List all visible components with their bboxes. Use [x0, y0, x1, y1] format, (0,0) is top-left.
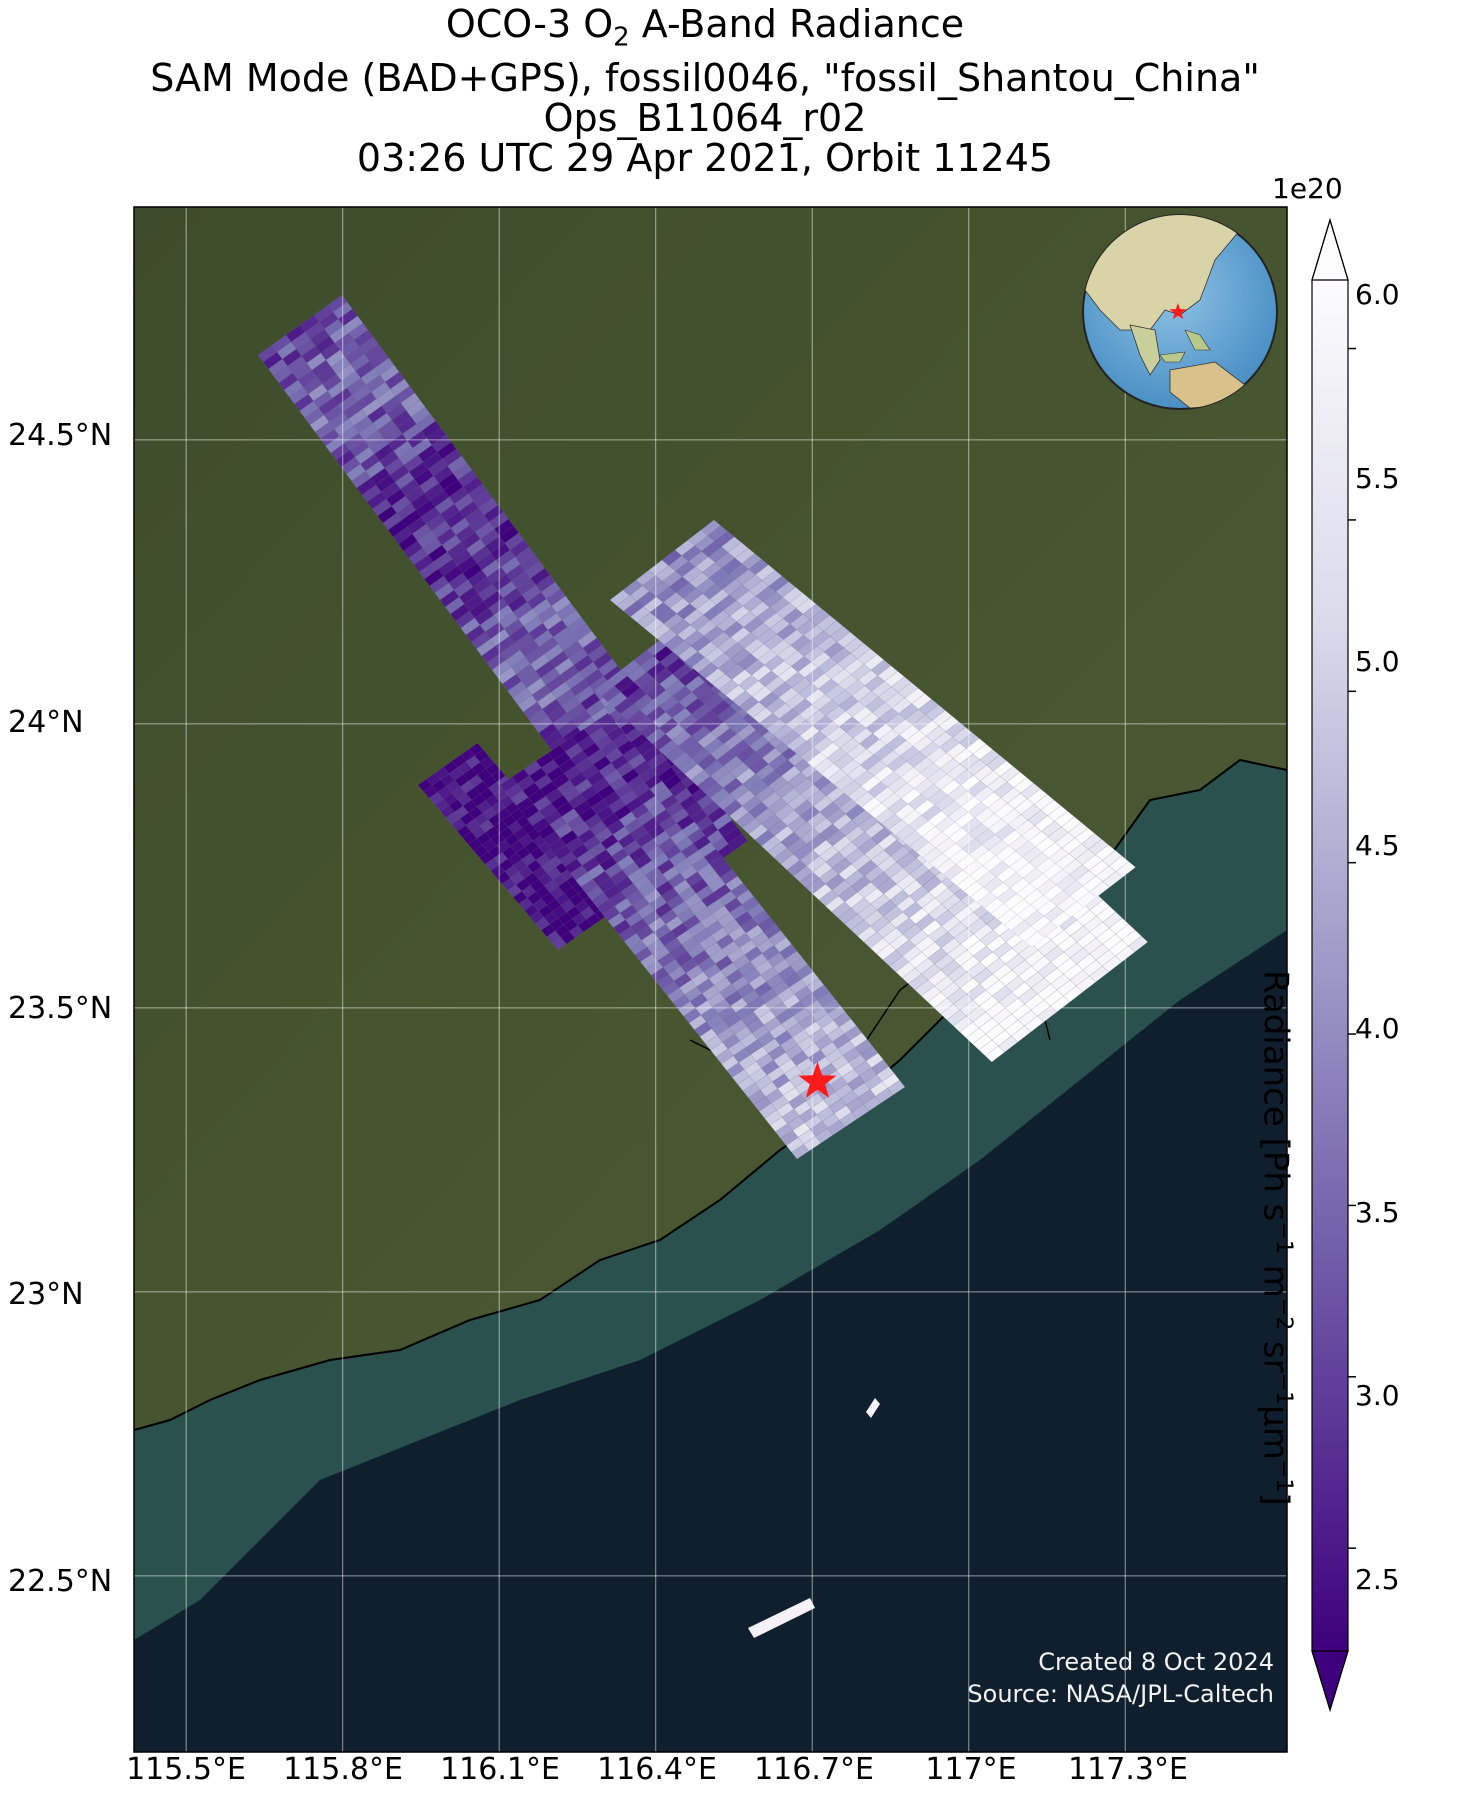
colorbar-tick-label: 4.0	[1355, 1012, 1400, 1045]
lat-tick-label: 24.5°N	[8, 418, 113, 453]
title-line-2: SAM Mode (BAD+GPS), fossil0046, "fossil_…	[150, 55, 1260, 100]
lon-tick-label: 117°E	[925, 1752, 1017, 1787]
colorbar-tick-label: 3.5	[1355, 1196, 1400, 1229]
chart-title: OCO-3 O2 A-Band Radiance SAM Mode (BAD+G…	[0, 4, 1410, 178]
colorbar-tick-label: 4.5	[1355, 829, 1400, 862]
colorbar-tick-label: 6.0	[1355, 278, 1400, 311]
colorbar-tick-label: 2.5	[1355, 1563, 1400, 1596]
colorbar-tick-label: 5.5	[1355, 462, 1400, 495]
radiance-footprint	[1128, 935, 1149, 953]
lon-tick-label: 116.1°E	[440, 1752, 560, 1787]
lon-tick-label: 116.4°E	[597, 1752, 717, 1787]
colorbar-extend-min	[1311, 1650, 1349, 1713]
radiance-footprint	[866, 1398, 880, 1418]
title-line-4: 03:26 UTC 29 Apr 2021, Orbit 11245	[356, 135, 1054, 180]
credit-created: Created 8 Oct 2024	[1038, 1648, 1274, 1676]
lon-tick-label: 115.5°E	[126, 1752, 246, 1787]
lon-tick-label: 116.7°E	[754, 1752, 874, 1787]
colorbar-extend-max	[1311, 217, 1349, 281]
colorbar-tick-label: 5.0	[1355, 645, 1400, 678]
lat-tick-label: 23.5°N	[8, 991, 113, 1026]
lon-tick-label: 117.3°E	[1068, 1752, 1188, 1787]
radiance-footprint	[887, 1079, 906, 1096]
colorbar-exponent: 1e20	[1272, 172, 1343, 205]
colorbar-outline	[1311, 217, 1349, 1713]
credit-source: Source: NASA/JPL-Caltech	[967, 1680, 1274, 1708]
colorbar-label: Radiance [Ph s−1 m−2 sr−1μm−1]	[1255, 970, 1296, 1506]
globe-indochina	[1129, 324, 1161, 376]
globe-islands	[1159, 329, 1211, 363]
basemap	[134, 207, 1287, 1752]
globe-star-icon	[1169, 303, 1187, 320]
colorbar-tick-label: 3.0	[1355, 1379, 1400, 1412]
radiance-footprint	[748, 1598, 815, 1638]
title-line-3: Ops_B11064_r02	[543, 95, 867, 140]
inset-globe	[1082, 214, 1278, 410]
lat-tick-label: 24°N	[8, 705, 84, 740]
radiance-footprint	[728, 833, 748, 852]
title-line-1: OCO-3 O2 A-Band Radiance	[445, 2, 965, 53]
lat-tick-label: 23°N	[8, 1277, 84, 1312]
target-marker	[798, 1061, 837, 1098]
target-star-icon	[798, 1061, 837, 1098]
lon-tick-label: 115.8°E	[283, 1752, 403, 1787]
colorbar-gradient	[1312, 280, 1348, 1651]
lat-tick-label: 22.5°N	[8, 1564, 113, 1599]
colorbar	[1311, 217, 1356, 1713]
radiance-swaths	[257, 294, 1149, 1638]
colorbar-tick-marks	[1348, 347, 1356, 1549]
map-frame	[133, 206, 1288, 1753]
gridlines	[134, 207, 1287, 1752]
